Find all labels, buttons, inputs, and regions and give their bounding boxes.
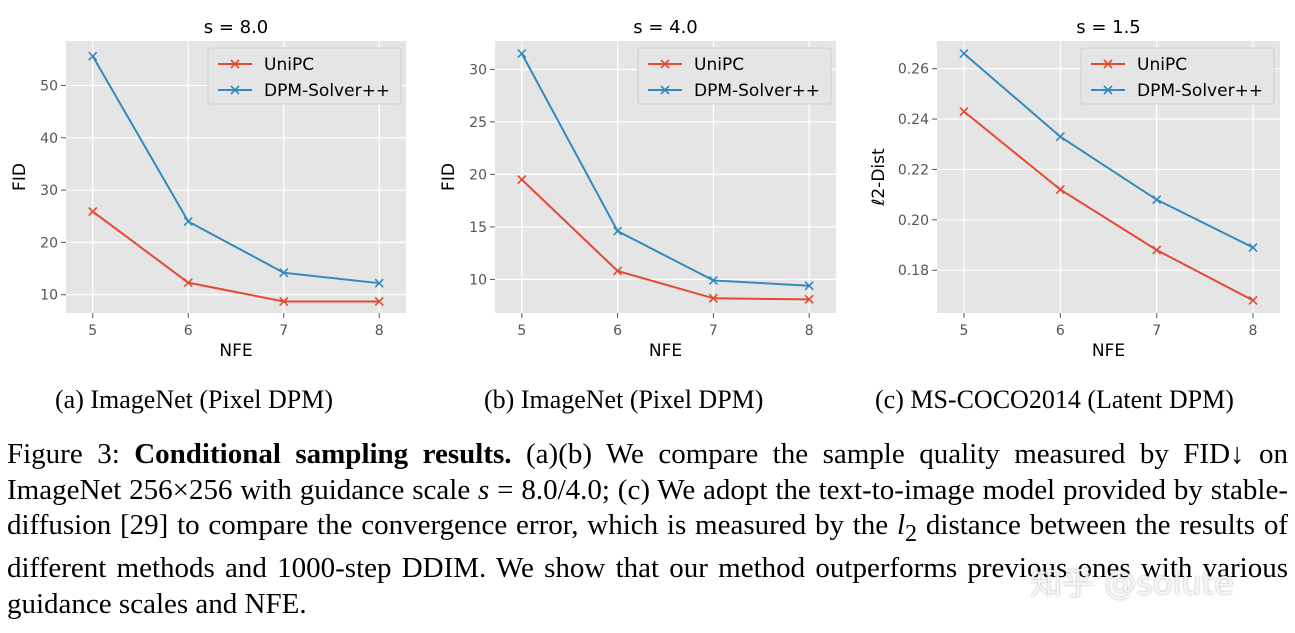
data-point-marker (279, 268, 289, 278)
x-tick-label: 6 (613, 323, 622, 339)
data-point-marker (1055, 132, 1065, 142)
subcaption-c: (c) MS-COCO2014 (Latent DPM) (875, 385, 1234, 414)
legend-label: DPM-Solver++ (1137, 81, 1263, 101)
caption-bold-title: Conditional sampling results. (134, 438, 512, 470)
chart-title: s = 1.5 (1076, 17, 1141, 38)
y-tick-label: 0.18 (898, 263, 929, 279)
caption-math-l-sub: 2 (905, 519, 918, 547)
data-point-marker (279, 296, 289, 307)
x-tick-label: 7 (279, 323, 288, 339)
y-tick-label: 10 (469, 272, 487, 288)
y-axis-label: FID (439, 163, 459, 191)
x-tick-label: 8 (805, 323, 814, 339)
x-tick-label: 8 (1249, 323, 1258, 339)
legend-box (637, 47, 832, 105)
data-point-marker (613, 266, 623, 276)
series-line-dpm-solver- (963, 52, 1254, 249)
y-tick-label: 50 (40, 78, 58, 94)
data-point-marker (88, 206, 98, 217)
x-tick-label: 5 (960, 323, 969, 339)
data-point-marker (517, 175, 527, 185)
data-point-marker (1055, 185, 1065, 195)
series-line-unipc (521, 178, 810, 301)
legend-label: UniPC (694, 55, 744, 75)
legend-swatch-marker (230, 59, 240, 69)
watermark-text: 知乎 @solute (1030, 564, 1234, 602)
legend-swatch-marker (660, 59, 670, 69)
legend-swatch-marker (230, 85, 240, 95)
data-point-marker (804, 281, 814, 291)
x-tick-label: 6 (184, 323, 193, 339)
y-tick-label: 20 (469, 167, 487, 183)
y-tick-label: 0.26 (898, 62, 929, 78)
x-axis-label: NFE (219, 341, 252, 361)
y-axis-label: ℓ2-Dist (869, 148, 889, 207)
chart-title: s = 8.0 (204, 17, 269, 38)
chart-1: 5 6 7 8 10 20 30 40 50 s = 8.0 NFE FID UniPC DPM-Solv… (10, 17, 406, 361)
data-point-marker (88, 51, 98, 61)
chart-title: s = 4.0 (633, 17, 698, 38)
data-point-marker (374, 296, 384, 307)
data-point-marker (804, 294, 814, 304)
data-point-marker (1248, 295, 1258, 305)
legend-swatch-marker (1103, 85, 1113, 95)
y-tick-label: 0.24 (898, 112, 929, 128)
series-line-dpm-solver- (91, 55, 380, 285)
legend-label: DPM-Solver++ (264, 81, 390, 101)
caption-math-s: s (478, 473, 490, 506)
series-line-unipc (92, 210, 380, 303)
caption-text-2: = 8.0/4.0; (c) We adopt the text-to-imag… (7, 473, 1289, 542)
legend-label: DPM-Solver++ (694, 81, 820, 101)
data-point-marker (374, 278, 384, 288)
legend-box (207, 47, 402, 105)
x-tick-label: 8 (375, 323, 384, 339)
y-tick-label: 0.22 (898, 162, 929, 178)
data-point-marker (959, 49, 969, 59)
legend-box (1080, 47, 1275, 105)
legend-label: UniPC (264, 55, 314, 75)
data-point-marker (1248, 242, 1258, 253)
y-tick-label: 10 (40, 288, 58, 304)
data-point-marker (613, 226, 623, 236)
data-point-marker (517, 49, 527, 59)
legend-swatch-marker (660, 85, 670, 95)
chart-3: 5 6 7 8 0.18 0.20 0.22 0.24 0.26 s = 1.5 NFE ℓ2-Dis… (869, 17, 1280, 361)
x-tick-label: 6 (1056, 323, 1065, 339)
y-tick-label: 20 (40, 235, 58, 251)
caption-text-3: distance between the results of differen… (7, 509, 1288, 620)
data-point-marker (1152, 245, 1162, 255)
data-point-marker (959, 106, 969, 117)
series-line-unipc (963, 110, 1254, 302)
subcaption-a: (a) ImageNet (Pixel DPM) (55, 385, 333, 414)
y-tick-label: 0.20 (898, 213, 929, 229)
subcaption-b: (b) ImageNet (Pixel DPM) (484, 385, 764, 414)
data-point-marker (1152, 195, 1162, 205)
legend-swatch-marker (1103, 59, 1113, 69)
x-axis-label: NFE (649, 341, 682, 361)
y-tick-label: 40 (40, 131, 58, 147)
charts-container: 5 6 7 8 10 20 30 40 50 s = 8.0 NFE FID UniPC DPM-Solv… (10, 17, 1280, 361)
x-axis-label: NFE (1092, 341, 1125, 361)
y-tick-label: 15 (469, 220, 487, 236)
x-tick-label: 5 (517, 323, 526, 339)
data-point-marker (183, 278, 193, 288)
y-tick-label: 30 (40, 183, 58, 199)
x-tick-label: 7 (709, 323, 718, 339)
x-tick-label: 5 (88, 323, 97, 339)
y-tick-label: 25 (469, 115, 487, 131)
caption-math-l: l (896, 509, 906, 541)
caption-text-1: (a)(b) We compare the sample quality mea… (7, 438, 1288, 506)
caption-label: Figure 3: (7, 438, 135, 470)
x-tick-label: 7 (1152, 323, 1161, 339)
data-point-marker (708, 275, 718, 286)
legend-label: UniPC (1137, 55, 1187, 75)
data-point-marker (708, 293, 718, 303)
figure-caption: Figure 3: Conditional sampling results. … (7, 437, 1288, 622)
series-line-dpm-solver- (520, 53, 810, 287)
y-axis-label: FID (10, 163, 30, 191)
y-tick-label: 30 (469, 62, 487, 78)
data-point-marker (183, 216, 193, 227)
chart-2: 5 6 7 8 10 15 20 25 30 s = 4.0 NFE FID UniPC DPM-Solv… (439, 17, 836, 361)
